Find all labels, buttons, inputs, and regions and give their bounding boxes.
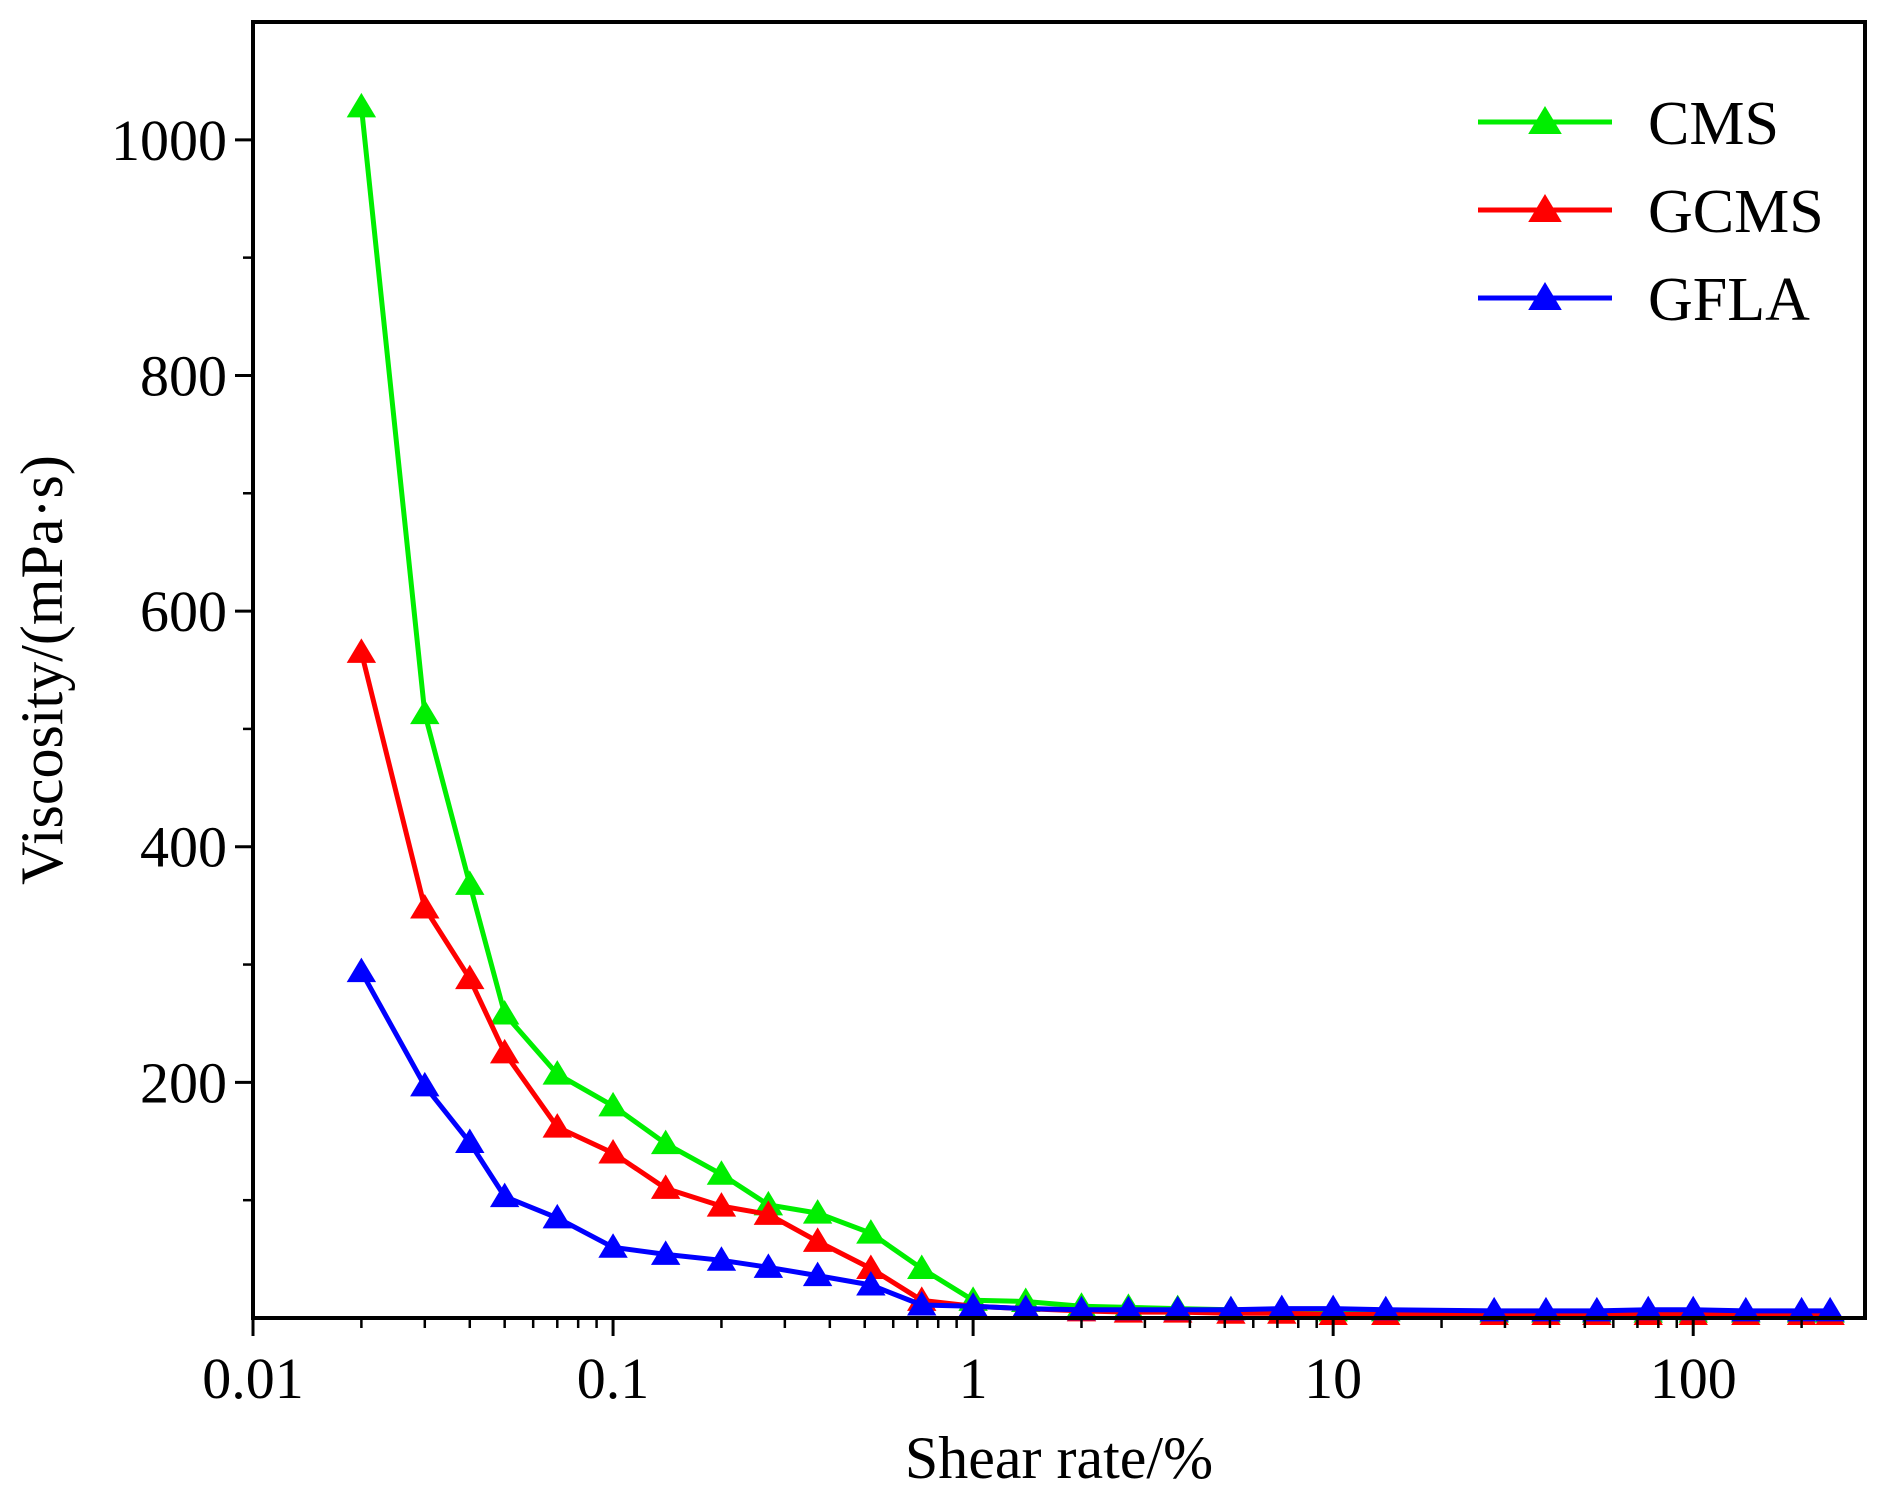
y-tick-label: 800 <box>140 343 227 408</box>
data-point-gfla <box>1731 1296 1761 1322</box>
data-point-gfla <box>346 957 377 983</box>
data-point-gcms <box>856 1254 886 1280</box>
y-tick-label: 600 <box>140 579 227 644</box>
data-point-gfla <box>598 1233 628 1258</box>
data-point-gfla <box>489 1182 520 1208</box>
x-tick-label: 10 <box>1304 1346 1362 1411</box>
legend-label-cms: CMS <box>1648 90 1779 158</box>
data-point-cms <box>346 92 377 118</box>
data-point-gfla <box>802 1261 833 1287</box>
data-point-cms <box>907 1254 937 1280</box>
data-point-gfla <box>410 1071 440 1097</box>
data-point-gcms <box>542 1113 572 1138</box>
x-tick-label: 0.1 <box>577 1346 650 1411</box>
data-point-gfla <box>1678 1295 1708 1321</box>
data-point-gfla <box>1162 1295 1193 1321</box>
data-point-gfla <box>856 1271 886 1296</box>
data-point-gfla <box>1531 1296 1561 1322</box>
legend-label-gcms: GCMS <box>1648 178 1824 246</box>
data-point-cms <box>455 870 485 895</box>
data-point-gfla <box>1267 1294 1297 1320</box>
series-gcms <box>346 638 1845 1325</box>
x-axis-title: Shear rate/% <box>905 1425 1213 1491</box>
legend-item-gfla: GFLA <box>1478 266 1810 334</box>
y-tick-label: 200 <box>140 1050 227 1115</box>
data-point-gcms <box>706 1192 737 1217</box>
data-point-gcms <box>410 893 440 919</box>
series-line-gfla <box>359 970 1831 1314</box>
data-point-gcms <box>802 1227 833 1252</box>
plot-frame <box>251 20 1867 1320</box>
data-point-gfla <box>907 1291 937 1316</box>
legend-item-cms: CMS <box>1478 90 1779 158</box>
data-point-gcms <box>455 964 485 990</box>
data-point-gcms <box>650 1174 681 1199</box>
data-point-cms <box>650 1129 681 1155</box>
legend: CMS GCMS GFLA <box>1478 90 1824 334</box>
legend-marker-gcms <box>1528 194 1562 222</box>
x-tick-label: 0.01 <box>202 1346 304 1411</box>
data-point-cms <box>802 1199 833 1224</box>
axis-layer: 0.01 0.1 1 10 100 200 400 600 800 1000 <box>111 108 1803 1411</box>
plot-layer <box>346 92 1845 1325</box>
data-point-cms <box>489 1000 520 1025</box>
data-point-gfla <box>706 1246 737 1271</box>
data-point-gcms <box>346 638 377 663</box>
data-point-cms <box>542 1060 572 1085</box>
x-tick-label: 1 <box>959 1346 988 1411</box>
data-point-gfla <box>753 1253 784 1278</box>
data-point-gfla <box>1786 1296 1817 1322</box>
data-point-gfla <box>1011 1294 1041 1320</box>
data-point-gfla <box>542 1203 572 1229</box>
data-point-cms <box>598 1091 628 1117</box>
data-point-gfla <box>1815 1296 1845 1322</box>
data-point-cms <box>410 699 440 725</box>
data-point-gfla <box>1318 1294 1348 1320</box>
data-point-gfla <box>650 1240 681 1265</box>
data-point-gcms <box>489 1038 520 1064</box>
data-point-gfla <box>1113 1295 1144 1321</box>
legend-marker-gfla <box>1528 282 1562 310</box>
data-point-gfla <box>1479 1296 1509 1322</box>
legend-label-gfla: GFLA <box>1648 266 1810 334</box>
data-point-gfla <box>1633 1295 1663 1321</box>
data-point-cms <box>706 1160 737 1185</box>
data-point-cms <box>856 1219 886 1244</box>
series-gfla <box>346 957 1845 1322</box>
data-point-gcms <box>598 1139 628 1164</box>
legend-item-gcms: GCMS <box>1478 178 1824 246</box>
data-point-gfla <box>1066 1295 1097 1321</box>
data-point-gcms <box>753 1200 784 1225</box>
y-tick-label: 1000 <box>111 108 227 173</box>
y-tick-label: 400 <box>140 815 227 880</box>
series-cms <box>346 92 1845 1323</box>
data-point-gfla <box>1582 1296 1612 1322</box>
series-line-gcms <box>358 651 1831 1317</box>
data-point-gfla <box>958 1292 988 1317</box>
y-axis-title: Viscosity/(mPa·s) <box>9 455 75 885</box>
data-point-gfla <box>455 1128 485 1153</box>
data-point-gfla <box>1216 1295 1246 1321</box>
data-point-gfla <box>1371 1295 1401 1321</box>
legend-marker-cms <box>1528 106 1562 134</box>
x-tick-label: 100 <box>1650 1346 1737 1411</box>
series-line-cms <box>358 106 1831 1315</box>
